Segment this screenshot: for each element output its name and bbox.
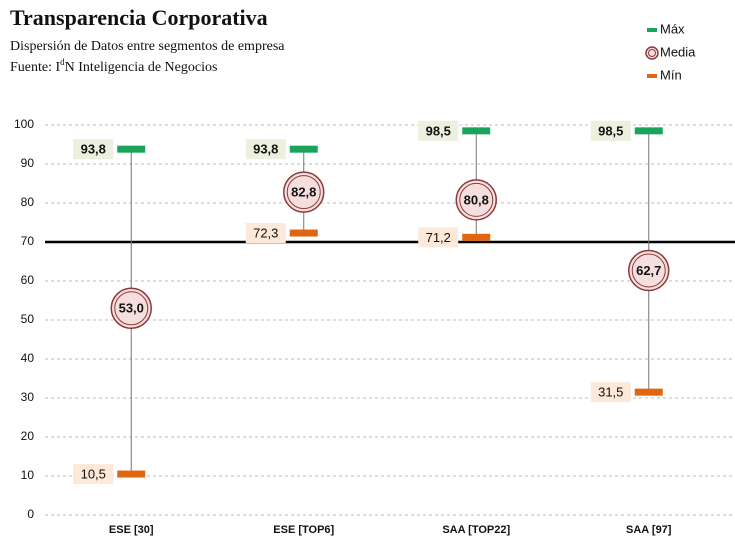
- y-tick-label: 80: [21, 195, 35, 209]
- chart-title: Transparencia Corporativa: [10, 5, 268, 30]
- data-label: 72,3: [253, 225, 278, 240]
- y-tick-label: 10: [21, 468, 35, 482]
- mean-marker: [283, 171, 325, 213]
- legend-symbol: [648, 49, 656, 57]
- data-label: 71,2: [426, 230, 451, 245]
- label-box: [73, 139, 114, 160]
- x-tick-label: ESE [30]: [109, 524, 154, 536]
- mean-ring: [286, 175, 321, 210]
- y-tick-label: 90: [21, 156, 35, 170]
- y-tick-label: 20: [21, 429, 35, 443]
- label-box: [590, 382, 631, 403]
- min-marker: [117, 470, 146, 478]
- y-tick-label: 70: [21, 234, 35, 248]
- mean-marker: [110, 287, 152, 330]
- max-marker: [289, 145, 318, 153]
- legend-symbol: [647, 28, 657, 32]
- label-box: [418, 120, 459, 141]
- max-marker: [462, 127, 491, 135]
- chart-source: Fuente: IdN Inteligencia de Negocios: [10, 57, 217, 75]
- legend-label: Máx: [660, 21, 685, 36]
- source-text: Fuente: I: [10, 60, 60, 75]
- data-label: 10,5: [81, 466, 106, 481]
- data-label: 53,0: [119, 301, 144, 316]
- source-text: N Inteligencia de Negocios: [65, 60, 218, 75]
- data-label: 93,8: [253, 142, 278, 157]
- min-marker: [289, 229, 318, 237]
- data-label: 31,5: [598, 385, 623, 400]
- data-label: 98,5: [426, 123, 451, 138]
- mean-ring: [459, 182, 494, 217]
- label-box: [245, 223, 286, 244]
- legend-label: Media: [660, 44, 696, 59]
- data-label: 82,8: [291, 185, 316, 200]
- label-box: [245, 139, 286, 160]
- max-marker: [634, 127, 663, 135]
- mean-marker: [628, 249, 670, 292]
- data-label: 98,5: [598, 123, 623, 138]
- mean-marker: [455, 179, 497, 221]
- source-superscript: d: [60, 57, 65, 67]
- mean-ring: [114, 291, 149, 326]
- y-tick-label: 60: [21, 273, 35, 287]
- y-tick-label: 40: [21, 351, 35, 365]
- legend-symbol: [647, 74, 657, 78]
- legend-label: Mín: [660, 67, 682, 82]
- y-tick-label: 0: [27, 507, 34, 521]
- y-tick-label: 100: [14, 117, 34, 131]
- data-label: 62,7: [636, 263, 661, 278]
- x-tick-label: SAA [TOP22]: [442, 524, 510, 536]
- x-tick-label: ESE [TOP6]: [273, 524, 334, 536]
- label-box: [73, 464, 114, 485]
- chart-subtitle: Dispersión de Datos entre segmentos de e…: [10, 39, 285, 54]
- data-label: 80,8: [464, 192, 489, 207]
- max-marker: [117, 145, 146, 153]
- label-box: [418, 227, 459, 248]
- min-marker: [634, 388, 663, 396]
- mean-ring: [631, 253, 666, 288]
- y-tick-label: 30: [21, 390, 35, 404]
- label-box: [590, 120, 631, 141]
- x-tick-label: SAA [97]: [626, 524, 672, 536]
- legend-symbol: [645, 46, 659, 60]
- data-label: 93,8: [81, 142, 106, 157]
- y-tick-label: 50: [21, 312, 35, 326]
- min-marker: [462, 233, 491, 241]
